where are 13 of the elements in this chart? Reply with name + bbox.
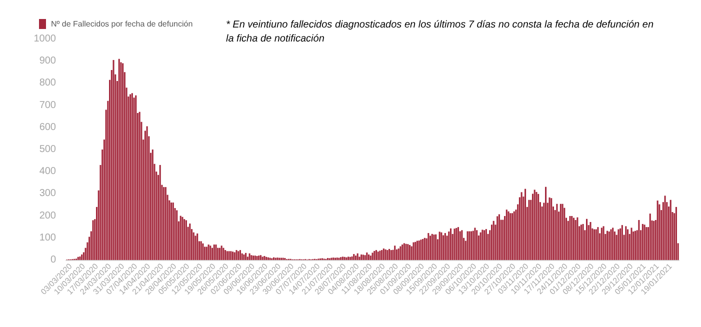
y-tick-label: 700: [39, 100, 56, 111]
y-tick-label: 0: [50, 254, 56, 266]
y-tick-label: 500: [39, 144, 56, 155]
annotation: * En veintiuno fallecidos diagnosticados en los últimos 7 días no consta la fecha de defunción en la ficha de notificación: [226, 20, 656, 44]
y-tick-label: 1000: [34, 34, 56, 44]
y-tick-label: 400: [39, 166, 56, 178]
y-tick-label: 200: [39, 210, 56, 222]
y-tick-label: 600: [39, 122, 56, 133]
y-tick-label: 100: [39, 232, 56, 244]
y-tick-label: 900: [39, 56, 56, 67]
legend-label: Nº de Fallecidos por fecha de defunción: [51, 20, 193, 28]
y-tick-label: 300: [39, 188, 56, 200]
y-tick-label: 800: [39, 78, 56, 89]
